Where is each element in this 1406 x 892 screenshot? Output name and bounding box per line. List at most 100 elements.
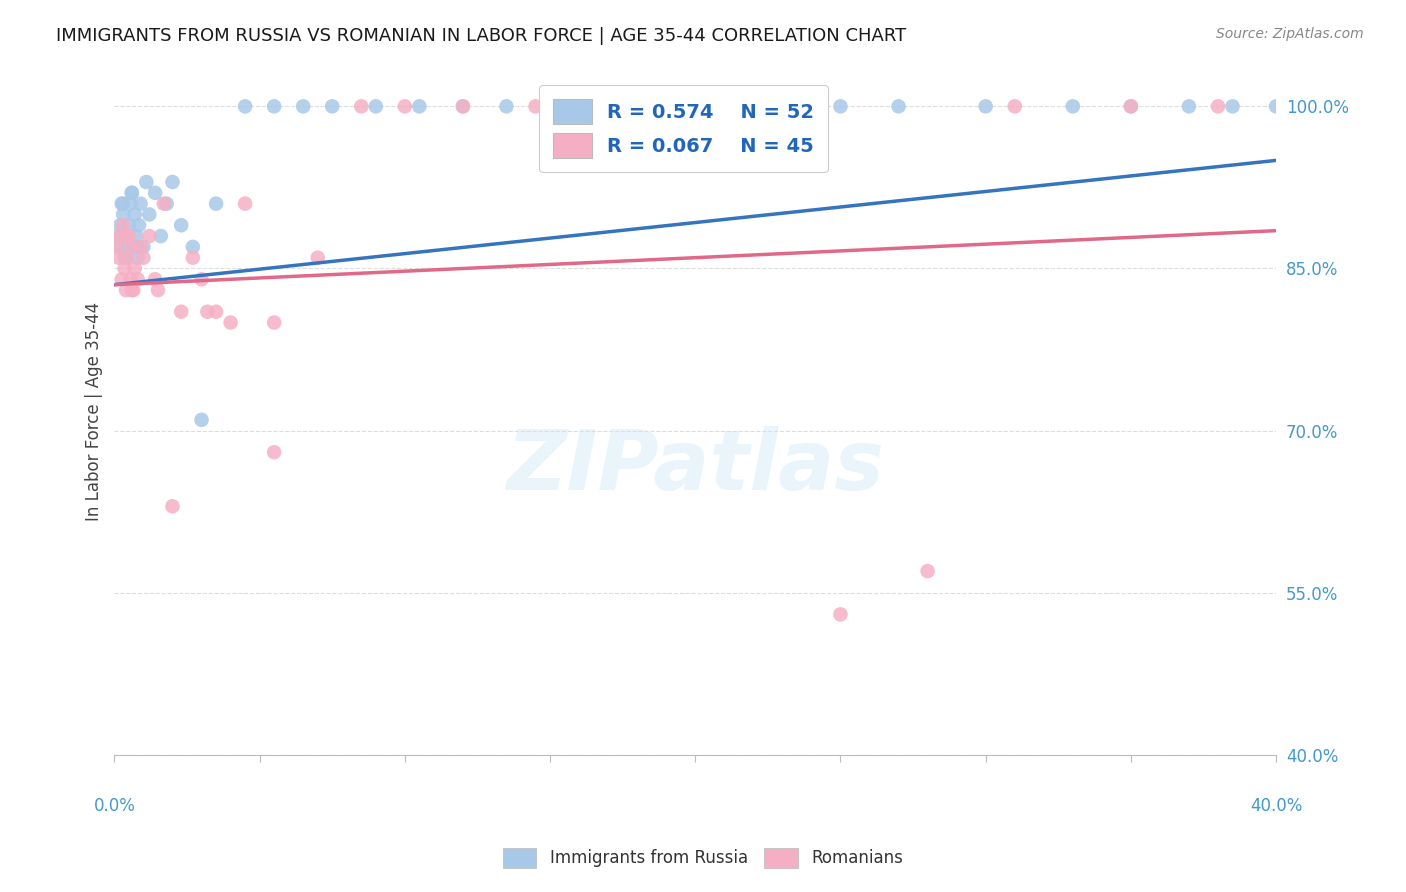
Point [152,196,174,211]
Point [917,564,939,578]
Point [143,272,166,286]
Point [974,99,997,113]
Text: ZIPatlas: ZIPatlas [506,426,884,508]
Point [146,283,169,297]
Point [149,229,172,244]
Point [742,99,765,113]
Point [190,272,212,286]
Point [205,304,228,318]
Point [1178,99,1201,113]
Point [181,240,204,254]
Point [129,240,152,254]
Point [132,240,155,254]
Point [1206,99,1229,113]
Point [364,99,387,113]
Point [1004,99,1026,113]
Point [205,196,228,211]
Point [887,99,910,113]
Point [1062,99,1084,113]
Legend: R = 0.574    N = 52, R = 0.067    N = 45: R = 0.574 N = 52, R = 0.067 N = 45 [540,85,828,172]
Point [107,229,129,244]
Point [124,207,146,221]
Text: 0.0%: 0.0% [93,797,135,814]
Point [122,283,145,297]
Point [598,99,620,113]
Point [233,99,256,113]
Point [138,229,160,244]
Point [138,207,160,221]
Point [105,240,128,254]
Point [263,316,285,330]
Text: IMMIGRANTS FROM RUSSIA VS ROMANIAN IN LABOR FORCE | AGE 35-44 CORRELATION CHART: IMMIGRANTS FROM RUSSIA VS ROMANIAN IN LA… [56,27,907,45]
Point [1222,99,1244,113]
Point [524,99,547,113]
Point [122,240,145,254]
Point [115,229,138,244]
Point [830,99,852,113]
Point [538,99,561,113]
Point [110,219,132,233]
Point [111,272,134,286]
Point [120,196,142,211]
Point [170,304,193,318]
Point [120,272,142,286]
Point [127,251,149,265]
Point [350,99,373,113]
Point [830,607,852,622]
Point [132,251,155,265]
Point [170,219,193,233]
Point [121,283,143,297]
Point [114,261,136,276]
Point [124,261,146,276]
Point [115,229,138,244]
Point [162,175,184,189]
Point [495,99,517,113]
Point [121,186,143,200]
Point [195,304,218,318]
Point [111,196,134,211]
Text: 40.0%: 40.0% [1250,797,1302,814]
Point [742,99,765,113]
Point [307,251,329,265]
Point [129,196,152,211]
Point [263,99,285,113]
Point [117,240,139,254]
Point [190,413,212,427]
Point [143,186,166,200]
Point [181,251,204,265]
Point [112,196,135,211]
Point [263,445,285,459]
Point [125,229,148,244]
Point [233,196,256,211]
Point [1119,99,1142,113]
Y-axis label: In Labor Force | Age 35-44: In Labor Force | Age 35-44 [86,302,103,521]
Point [156,196,179,211]
Point [321,99,343,113]
Point [598,99,620,113]
Point [127,272,149,286]
Legend: Immigrants from Russia, Romanians: Immigrants from Russia, Romanians [496,841,910,875]
Point [219,316,242,330]
Point [118,219,141,233]
Point [115,283,138,297]
Point [121,240,143,254]
Point [107,251,129,265]
Point [655,99,678,113]
Point [451,99,474,113]
Point [115,251,138,265]
Point [394,99,416,113]
Point [292,99,315,113]
Text: Source: ZipAtlas.com: Source: ZipAtlas.com [1216,27,1364,41]
Point [121,186,143,200]
Point [1265,99,1288,113]
Point [408,99,430,113]
Point [451,99,474,113]
Point [1119,99,1142,113]
Point [110,229,132,244]
Point [128,219,150,233]
Point [118,229,141,244]
Point [683,99,706,113]
Point [105,240,128,254]
Point [127,240,149,254]
Point [117,251,139,265]
